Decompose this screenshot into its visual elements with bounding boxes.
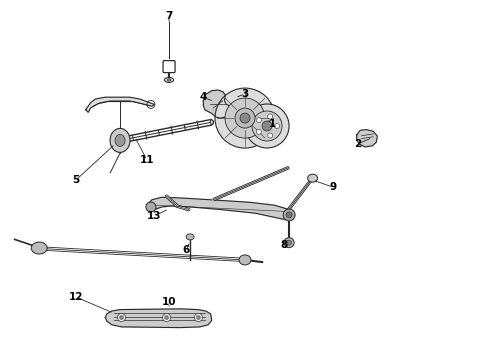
Circle shape <box>245 104 289 148</box>
Ellipse shape <box>165 77 173 82</box>
Circle shape <box>240 113 250 123</box>
Text: 6: 6 <box>183 245 190 255</box>
Text: 2: 2 <box>354 139 361 149</box>
Ellipse shape <box>167 79 171 81</box>
Circle shape <box>118 314 125 321</box>
Circle shape <box>268 114 272 119</box>
Polygon shape <box>203 90 233 118</box>
Text: 3: 3 <box>242 89 248 99</box>
Polygon shape <box>147 197 294 220</box>
Text: 12: 12 <box>69 292 83 302</box>
Circle shape <box>252 111 282 141</box>
Circle shape <box>225 98 265 138</box>
Text: 13: 13 <box>147 211 162 221</box>
Circle shape <box>256 118 262 123</box>
Text: 7: 7 <box>165 11 173 21</box>
Circle shape <box>274 123 280 129</box>
Ellipse shape <box>31 242 47 254</box>
Text: 11: 11 <box>140 155 154 165</box>
Circle shape <box>268 133 272 138</box>
Text: 1: 1 <box>269 119 275 129</box>
Circle shape <box>287 240 292 245</box>
Circle shape <box>163 314 171 321</box>
Ellipse shape <box>115 134 125 147</box>
Text: 8: 8 <box>281 240 288 250</box>
Ellipse shape <box>110 129 130 152</box>
FancyBboxPatch shape <box>163 60 175 73</box>
Ellipse shape <box>186 234 194 240</box>
Circle shape <box>165 315 169 320</box>
Circle shape <box>283 209 295 221</box>
Ellipse shape <box>239 255 251 265</box>
Polygon shape <box>105 309 212 328</box>
Circle shape <box>262 121 272 131</box>
Circle shape <box>284 238 294 248</box>
Circle shape <box>256 129 262 134</box>
Circle shape <box>286 212 292 218</box>
Text: 9: 9 <box>330 182 337 192</box>
Circle shape <box>235 108 255 128</box>
Circle shape <box>215 88 275 148</box>
Ellipse shape <box>308 174 318 182</box>
Circle shape <box>146 202 156 212</box>
Polygon shape <box>357 130 377 147</box>
Text: 4: 4 <box>199 92 207 102</box>
Circle shape <box>120 315 123 320</box>
Circle shape <box>196 315 200 320</box>
Polygon shape <box>86 97 154 112</box>
Text: 10: 10 <box>162 297 176 307</box>
Circle shape <box>195 314 202 321</box>
Text: 5: 5 <box>73 175 79 185</box>
